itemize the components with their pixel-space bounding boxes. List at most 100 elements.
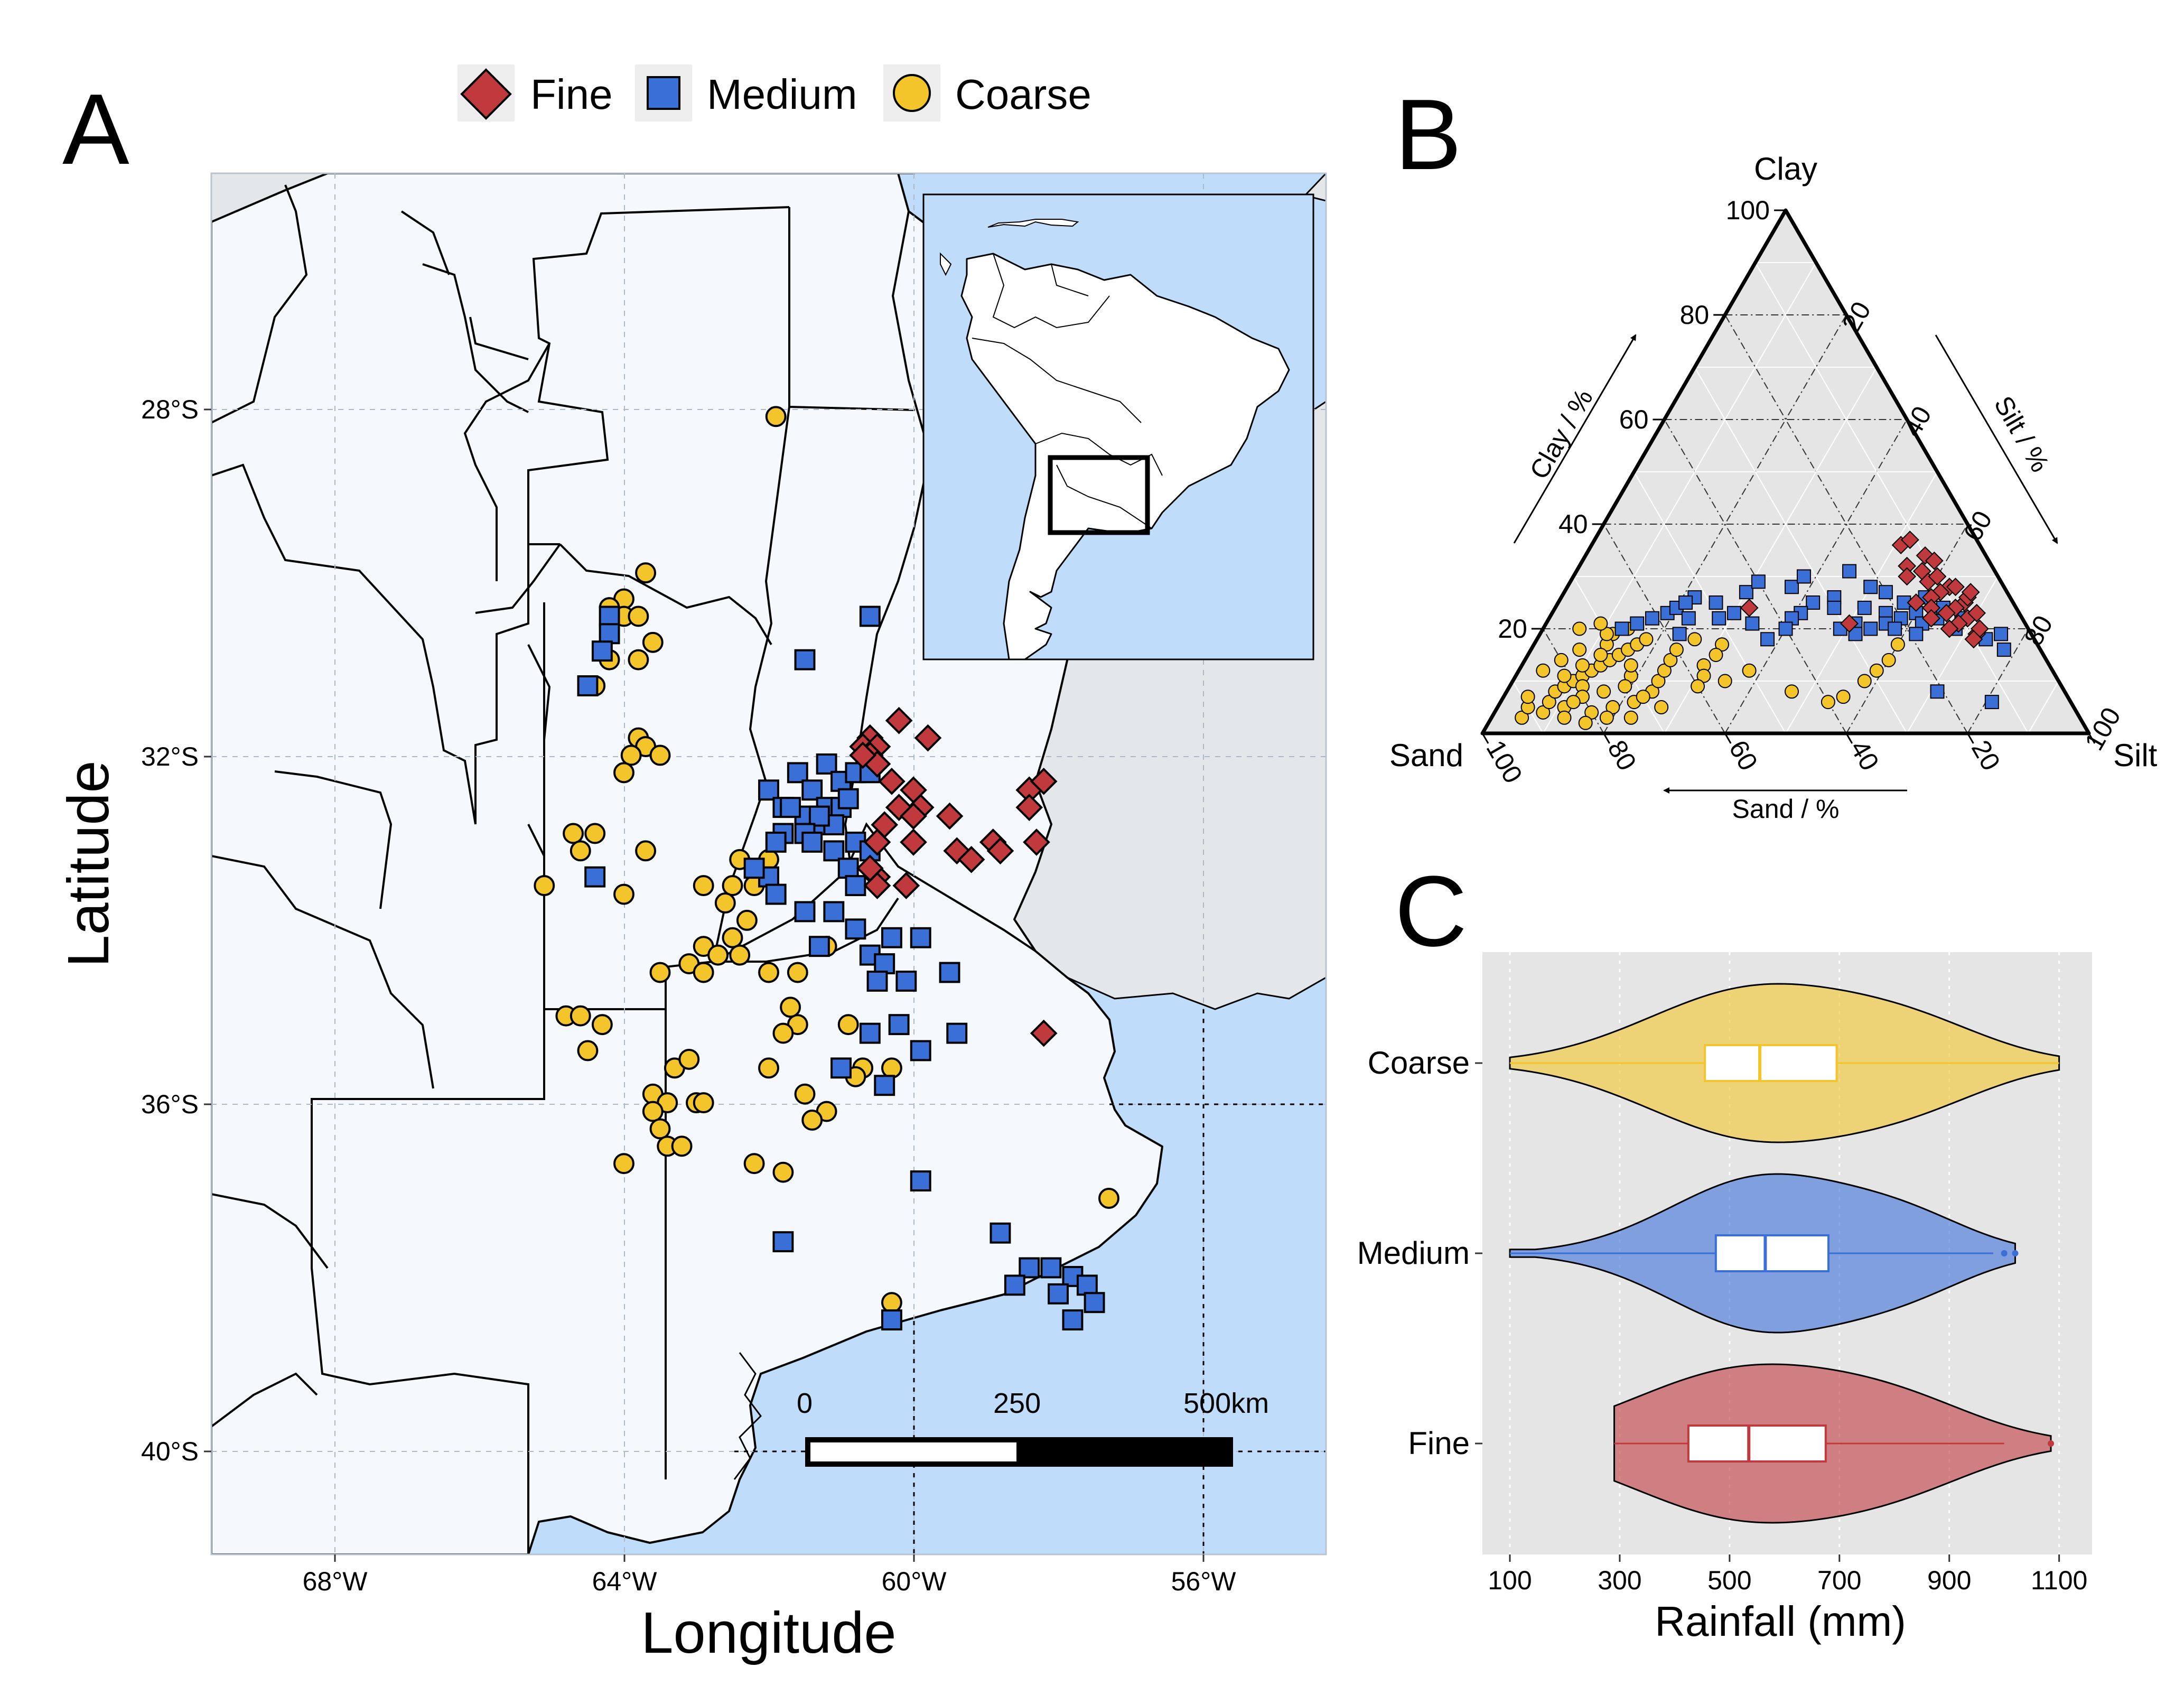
ternary-point-medium bbox=[1712, 611, 1726, 626]
ternary-point-coarse bbox=[1520, 690, 1535, 704]
ternary-point-medium bbox=[1888, 621, 1902, 636]
ternary-point-coarse bbox=[1554, 653, 1569, 667]
ternary-point-coarse bbox=[1636, 690, 1650, 704]
ternary-axis-label-clay: Clay / % bbox=[1524, 384, 1599, 484]
ternary-point-fine bbox=[1928, 567, 1947, 586]
map-point-medium bbox=[765, 831, 787, 853]
map-point-fine bbox=[863, 828, 891, 856]
ternary-point-coarse bbox=[1651, 674, 1666, 688]
map-point-medium bbox=[584, 866, 606, 888]
map-point-medium bbox=[794, 901, 816, 923]
ternary-tick-clay: 80 bbox=[1680, 300, 1710, 330]
map-point-medium bbox=[990, 1222, 1011, 1244]
ternary-point-coarse bbox=[1584, 705, 1599, 720]
ternary-tick-clay: 20 bbox=[1498, 614, 1527, 644]
map-point-medium bbox=[888, 1014, 910, 1036]
map-point-medium bbox=[845, 918, 866, 940]
scale-bar: 0 250 500km bbox=[797, 1387, 1269, 1467]
ternary-point-coarse bbox=[1881, 653, 1896, 667]
map-point-coarse bbox=[881, 1057, 902, 1079]
medium-square-icon bbox=[647, 76, 680, 110]
ternary-point-coarse bbox=[1857, 674, 1872, 688]
ternary-point-medium bbox=[1878, 585, 1893, 600]
ternary-point-coarse bbox=[1663, 653, 1678, 667]
violin-panel: 100 300 500 700 900 1100 Coarse Medium Fine Rain… bbox=[1357, 952, 2092, 1645]
ternary-point-coarse bbox=[1578, 715, 1593, 730]
map-frame bbox=[210, 172, 1327, 1556]
legend-item-fine: Fine bbox=[458, 64, 613, 122]
map-point-medium bbox=[874, 953, 895, 975]
map-point-coarse bbox=[584, 823, 606, 844]
map-point-coarse bbox=[570, 840, 591, 862]
ternary-point-coarse bbox=[1536, 663, 1551, 678]
violins bbox=[1509, 983, 2060, 1524]
map-point-coarse bbox=[628, 649, 649, 670]
ternary-point-coarse bbox=[1623, 710, 1638, 725]
map-point-medium bbox=[859, 606, 881, 627]
ternary-point-medium bbox=[1842, 564, 1857, 579]
map-point-coarse bbox=[678, 1048, 700, 1070]
violin-x-tick: 700 bbox=[1817, 1566, 1861, 1595]
map-point-medium bbox=[765, 883, 787, 905]
ternary-point-medium bbox=[1645, 611, 1659, 626]
map-point-coarse bbox=[693, 1092, 714, 1114]
violin-y-tick-fine: Fine bbox=[1408, 1426, 1470, 1461]
map-point-fine bbox=[914, 724, 942, 752]
ternary-point-coarse bbox=[1639, 632, 1654, 647]
violin-x-tick: 300 bbox=[1598, 1566, 1641, 1595]
ternary-point-medium bbox=[1796, 569, 1811, 584]
ternary-point-medium bbox=[1863, 580, 1878, 594]
ternary-point-coarse bbox=[1623, 658, 1638, 673]
ternary-point-coarse bbox=[1691, 679, 1705, 694]
ternary-point-coarse bbox=[1536, 705, 1551, 720]
ternary-point-coarse bbox=[1687, 632, 1702, 647]
ternary-point-coarse bbox=[1572, 621, 1587, 636]
map-point-fine bbox=[1015, 794, 1043, 821]
ternary-point-coarse bbox=[1657, 663, 1672, 678]
outlier-fine bbox=[2048, 1440, 2055, 1447]
map-point-fine bbox=[885, 706, 913, 734]
map-point-fine bbox=[849, 741, 876, 769]
ternary-point-medium bbox=[1827, 600, 1842, 615]
map-point-medium bbox=[1040, 1257, 1062, 1279]
map-point-coarse bbox=[534, 875, 555, 897]
map-point-medium bbox=[772, 1231, 794, 1253]
map-point-medium bbox=[895, 971, 917, 992]
map-point-coarse bbox=[591, 1014, 613, 1036]
map-point-coarse bbox=[722, 875, 743, 897]
map-point-coarse bbox=[649, 744, 671, 766]
ternary-point-medium bbox=[1678, 595, 1693, 610]
legend-label-fine: Fine bbox=[530, 71, 613, 118]
scale-label-250: 250 bbox=[993, 1387, 1041, 1419]
map-point-fine bbox=[986, 837, 1014, 865]
map-point-coarse bbox=[613, 1153, 634, 1175]
map-point-medium bbox=[1076, 1274, 1098, 1296]
legend-label-medium: Medium bbox=[707, 71, 857, 118]
map-point-fine bbox=[863, 872, 891, 899]
box-fine bbox=[1687, 1424, 1827, 1463]
ternary-point-medium bbox=[1806, 595, 1821, 610]
box-medium bbox=[1714, 1234, 1830, 1272]
map-point-fine bbox=[957, 845, 985, 873]
ternary-point-coarse bbox=[1593, 616, 1608, 631]
ternary-point-medium bbox=[1863, 621, 1878, 636]
map-point-coarse bbox=[693, 875, 714, 897]
map-point-coarse bbox=[613, 762, 634, 784]
map-point-medium bbox=[801, 831, 823, 853]
ternary-point-coarse bbox=[1669, 642, 1684, 657]
ternary-point-coarse bbox=[1597, 684, 1611, 699]
map-point-medium bbox=[823, 901, 845, 923]
map-point-coarse bbox=[765, 406, 787, 427]
ternary-point-coarse bbox=[1572, 642, 1587, 657]
map-point-coarse bbox=[1098, 1188, 1119, 1209]
ternary-tick-clay: 100 bbox=[1726, 195, 1770, 225]
map-point-coarse bbox=[780, 996, 801, 1018]
country-boundaries bbox=[211, 184, 550, 1428]
map-point-fine bbox=[1030, 767, 1058, 795]
map-lat-axis bbox=[204, 408, 1205, 1562]
map-point-coarse bbox=[743, 1153, 765, 1175]
ternary-axis-label-sand: Sand / % bbox=[1732, 794, 1840, 824]
ternary-point-medium bbox=[1726, 606, 1741, 620]
ternary-point-coarse bbox=[1599, 627, 1614, 641]
